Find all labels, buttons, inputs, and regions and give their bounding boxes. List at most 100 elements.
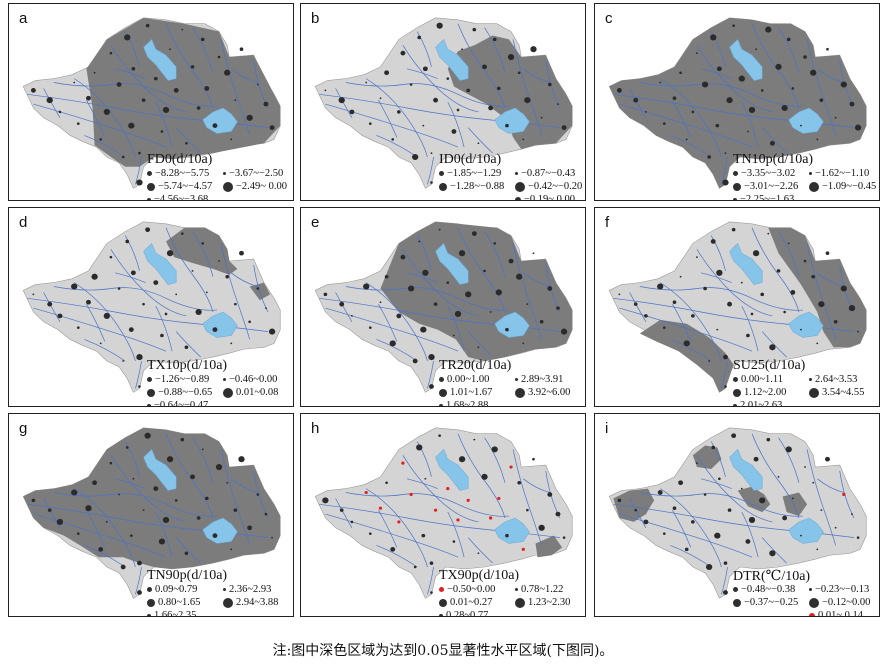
river-line — [406, 272, 438, 283]
lake — [788, 311, 824, 338]
river-line — [817, 478, 844, 493]
legend-symbol — [809, 181, 819, 192]
river-line — [672, 509, 692, 548]
station-marker — [233, 508, 238, 512]
station-marker — [767, 232, 770, 235]
river-line — [806, 39, 836, 136]
station-marker — [201, 448, 204, 451]
station-marker — [842, 492, 846, 497]
river-line — [114, 68, 146, 79]
legend-title: ID0(d/10a) — [439, 152, 502, 167]
map-panel-i: i DTR(℃/10a) −0.48~−0.38 −0.23~−0.13 −0.37~−… — [594, 413, 880, 617]
river-line — [86, 99, 106, 138]
station-marker — [727, 508, 732, 512]
legend-label: −0.88~−0.65 — [158, 387, 213, 398]
legend-label: 3.54~4.55 — [822, 387, 865, 398]
station-marker — [269, 125, 275, 130]
legend-label: −8.28~−5.75 — [155, 168, 210, 179]
station-marker — [684, 547, 689, 552]
river-line — [155, 305, 173, 352]
legend-label: 1.66~2.35 — [154, 610, 197, 617]
river-line — [345, 492, 510, 517]
station-marker — [505, 123, 509, 128]
legend-symbol — [147, 613, 151, 616]
station-marker — [212, 327, 218, 332]
legend-label: −5.74~−4.57 — [158, 181, 213, 192]
station-marker — [465, 291, 472, 298]
station-marker — [679, 71, 682, 74]
river-line — [447, 101, 465, 148]
station-marker — [429, 561, 434, 565]
station-marker — [724, 385, 727, 388]
station-marker — [215, 464, 223, 471]
station-marker — [740, 487, 743, 490]
station-marker — [456, 108, 460, 112]
station-marker — [76, 122, 80, 125]
station-marker — [137, 590, 142, 595]
river-line — [721, 360, 728, 389]
legend: −0.50~0.00 0.78~1.22 0.01~0.27 1.23~2.30 0.2… — [439, 583, 585, 616]
river-line — [639, 492, 804, 517]
river-line — [378, 509, 398, 548]
station-marker — [740, 281, 743, 284]
basin-map-h — [314, 427, 573, 599]
station-marker — [791, 497, 794, 500]
river-line — [639, 286, 804, 311]
station-marker — [125, 446, 129, 449]
river-line — [74, 78, 136, 158]
legend-label: −2.25~−1.63 — [740, 194, 795, 201]
station-marker — [384, 70, 390, 76]
station-marker — [200, 37, 205, 42]
river-line — [192, 231, 214, 277]
panel-letter: f — [605, 214, 610, 231]
station-marker — [662, 532, 666, 535]
station-marker — [422, 269, 429, 276]
station-marker — [696, 256, 698, 259]
legend-symbol — [439, 182, 447, 191]
station-marker — [47, 301, 53, 307]
station-marker — [659, 81, 662, 84]
station-marker — [195, 308, 202, 316]
station-marker — [433, 97, 439, 103]
station-marker — [851, 513, 853, 515]
station-marker — [138, 385, 141, 388]
station-marker — [782, 515, 788, 521]
river-line — [124, 441, 140, 477]
station-marker — [825, 456, 830, 462]
station-marker — [522, 342, 525, 345]
station-marker — [196, 516, 201, 520]
lake — [202, 311, 238, 338]
station-marker — [71, 489, 78, 496]
panel-letter: i — [605, 420, 609, 437]
river-line — [406, 478, 438, 489]
river-line — [155, 511, 173, 558]
station-marker — [685, 138, 688, 141]
legend-label: −1.28~−0.88 — [450, 181, 505, 192]
river-line — [660, 78, 722, 158]
station-marker — [507, 54, 515, 61]
station-marker — [496, 86, 501, 91]
station-marker — [787, 242, 790, 245]
river-line — [512, 449, 542, 546]
legend-symbol — [223, 378, 226, 381]
station-marker — [368, 532, 372, 535]
river-line — [696, 455, 773, 523]
legend-symbol — [733, 388, 741, 397]
station-marker — [555, 511, 561, 517]
basin-map-f — [608, 221, 867, 393]
station-marker — [738, 75, 745, 82]
lake — [729, 38, 763, 81]
legend-label: −0.48~−0.38 — [741, 584, 796, 595]
legend-label: 0.01~0.27 — [450, 597, 493, 608]
river-line — [220, 243, 250, 340]
river-line — [155, 101, 173, 148]
lake — [729, 448, 763, 491]
river-line — [721, 566, 728, 595]
station-marker — [820, 509, 823, 512]
station-marker — [466, 498, 470, 502]
river-line — [416, 235, 432, 271]
lake — [729, 242, 763, 285]
station-marker — [436, 22, 443, 29]
legend-symbol — [515, 172, 518, 175]
station-marker — [226, 481, 229, 484]
